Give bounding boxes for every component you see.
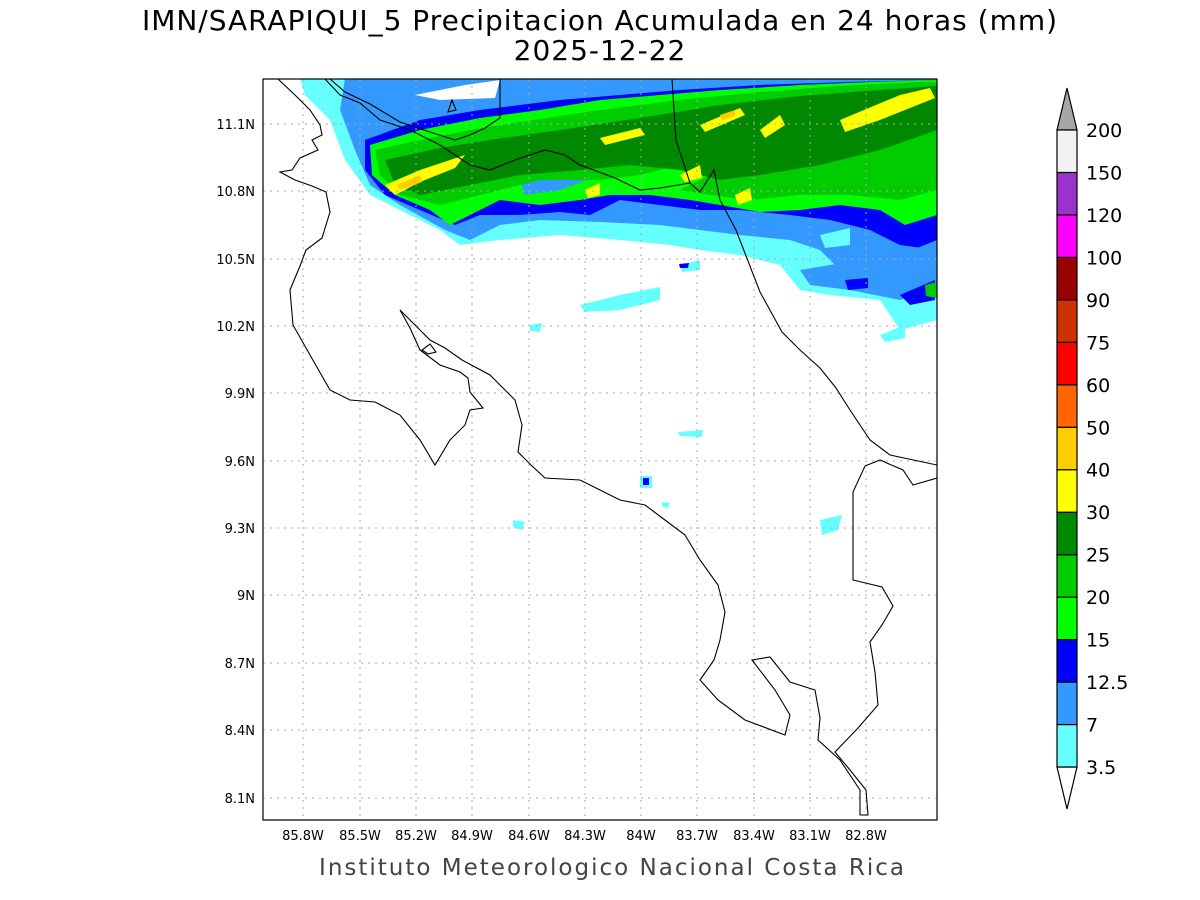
colorbar-swatch: [1056, 256, 1078, 301]
lat-tick: 9.3N: [225, 522, 255, 537]
lat-tick: 10.2N: [216, 320, 255, 335]
colorbar-label: 15: [1086, 630, 1110, 652]
coastlines: [277, 79, 937, 816]
chart-date: 2025-12-22: [513, 34, 687, 67]
lat-tick: 10.5N: [216, 253, 255, 268]
lon-tick: 83.7W: [676, 829, 718, 844]
caribbean-coastline: [671, 79, 937, 466]
colorbar-swatch: [1056, 638, 1078, 683]
precip-contour-25: [385, 86, 937, 195]
colorbar-under-triangle: [1056, 766, 1078, 810]
lon-tick: 85.8W: [282, 829, 324, 844]
lake-shore: [329, 79, 501, 141]
colorbar-label: 90: [1086, 290, 1110, 312]
lon-tick: 84.9W: [451, 829, 493, 844]
colorbar-swatch: [1056, 511, 1078, 556]
lat-tick: 9.9N: [225, 387, 255, 402]
nicaragua-border: [324, 79, 691, 191]
colorbar-label: 100: [1086, 247, 1122, 269]
colorbar-label: 75: [1086, 332, 1110, 354]
colorbar-swatch: [1056, 596, 1078, 641]
colorbar-label: 60: [1086, 375, 1110, 397]
colorbar-swatch: [1056, 299, 1078, 343]
lon-tick: 83.1W: [789, 829, 831, 844]
colorbar-label: 3.5: [1086, 757, 1116, 779]
lat-tick: 10.8N: [216, 185, 255, 200]
precip-field: [300, 79, 937, 535]
colorbar-swatch: [1056, 341, 1078, 386]
colorbar-label: 40: [1086, 460, 1110, 482]
colorbar-label: 200: [1086, 120, 1122, 142]
lon-tick: 84W: [626, 829, 656, 844]
lon-tick: 85.2W: [395, 829, 437, 844]
colorbar-swatch: [1056, 171, 1078, 216]
colorbar-label: 30: [1086, 502, 1110, 524]
pacific-coastline: [277, 79, 937, 816]
footer-credit: Instituto Meteorologico Nacional Costa R…: [319, 855, 906, 881]
map-gridlines: [263, 79, 937, 820]
colorbar-legend: 3.5 7 12.5 15 20 25 30 40 50 60 75 90 100 120 150 200: [1056, 87, 1128, 810]
colorbar-swatch: [1056, 214, 1078, 259]
colorbar-over-triangle: [1056, 87, 1078, 131]
colorbar-swatch: [1056, 469, 1078, 513]
colorbar-label: 50: [1086, 417, 1110, 439]
plot-frame: [262, 78, 938, 821]
lat-tick: 8.1N: [225, 792, 255, 807]
colorbar-swatch: [1056, 426, 1078, 471]
colorbar-label: 7: [1086, 715, 1098, 737]
colorbar-label: 120: [1086, 205, 1122, 227]
lon-tick: 85.5W: [339, 829, 381, 844]
lon-tick: 84.6W: [508, 829, 550, 844]
colorbar-label: 150: [1086, 162, 1122, 184]
colorbar-label: 12.5: [1086, 672, 1128, 694]
lat-tick: 8.4N: [225, 724, 255, 739]
colorbar-swatch: [1056, 384, 1078, 428]
lat-tick: 11.1N: [216, 118, 255, 133]
colorbar-swatch: [1056, 554, 1078, 598]
lat-tick: 9.6N: [225, 455, 255, 470]
chart-title: IMN/SARAPIQUI_5 Precipitacion Acumulada …: [141, 4, 1059, 37]
lat-tick: 8.7N: [225, 657, 255, 672]
lat-axis: 11.1N 10.8N 10.5N 10.2N 9.9N 9.6N 9.3N 9…: [216, 118, 255, 807]
lon-axis: 85.8W 85.5W 85.2W 84.9W 84.6W 84.3W 84W …: [282, 829, 887, 844]
lon-tick: 82.8W: [845, 829, 887, 844]
colorbar-label: 20: [1086, 587, 1110, 609]
colorbar-label: 25: [1086, 545, 1110, 567]
lon-tick: 84.3W: [564, 829, 606, 844]
colorbar-swatch: [1056, 129, 1078, 174]
lon-tick: 83.4W: [733, 829, 775, 844]
colorbar-swatch: [1056, 681, 1078, 726]
lat-tick: 9N: [237, 589, 255, 604]
colorbar-swatch: [1056, 723, 1078, 768]
